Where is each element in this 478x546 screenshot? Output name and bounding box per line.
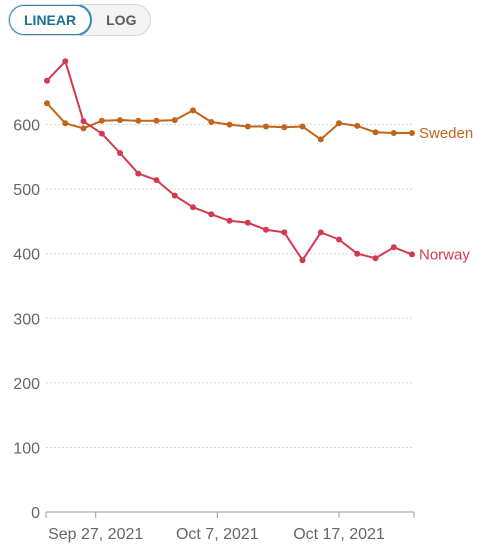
data-point	[409, 130, 415, 136]
y-tick-label-100: 100	[13, 440, 40, 457]
data-point	[244, 219, 251, 226]
data-point	[263, 226, 269, 233]
x-tick-label: Sep 27, 2021	[48, 526, 143, 543]
data-point	[281, 124, 288, 131]
data-point	[281, 229, 288, 236]
data-point	[171, 117, 178, 124]
data-point	[208, 119, 215, 125]
data-point	[263, 123, 269, 130]
data-point	[171, 192, 178, 199]
data-point	[336, 236, 342, 243]
data-point	[62, 120, 69, 127]
data-point	[135, 170, 142, 177]
linear-scale-button[interactable]: LINEAR	[9, 5, 93, 35]
data-point	[409, 251, 415, 258]
data-point	[208, 211, 215, 218]
data-point	[244, 123, 251, 130]
data-point	[98, 130, 105, 137]
x-axis: Sep 27, 2021 Oct 7, 2021 Oct 17, 2021	[45, 511, 415, 543]
data-point	[62, 58, 69, 65]
y-tick-label-300: 300	[13, 311, 40, 328]
data-point	[98, 117, 105, 124]
data-point	[80, 125, 87, 132]
data-point	[226, 217, 233, 224]
data-point	[153, 117, 160, 124]
y-tick-label-0: 0	[31, 505, 40, 522]
data-point	[354, 250, 361, 257]
y-tick-label-200: 200	[13, 376, 40, 393]
y-tick-label-600: 600	[13, 118, 40, 135]
data-point	[117, 150, 123, 156]
data-point	[80, 118, 87, 125]
data-point	[135, 117, 142, 124]
data-point	[226, 121, 233, 128]
data-point	[299, 123, 306, 130]
x-tick-label: Oct 7, 2021	[176, 526, 259, 543]
x-tick-label: Oct 17, 2021	[293, 526, 385, 543]
series-line-norway	[46, 60, 413, 262]
y-axis-ticks: 0 100 200 300 400 500 600	[13, 118, 40, 522]
data-point	[299, 257, 306, 264]
data-point	[336, 120, 342, 127]
series-lines: Sweden Norway	[44, 58, 473, 263]
y-tick-label-500: 500	[13, 182, 40, 199]
data-point	[372, 255, 379, 262]
series-norway: Norway	[44, 58, 470, 263]
data-point	[390, 244, 397, 251]
data-point	[44, 77, 50, 84]
data-point	[372, 129, 379, 136]
series-sweden: Sweden	[44, 100, 473, 143]
log-scale-button[interactable]: LOG	[106, 12, 137, 28]
data-point	[153, 177, 160, 184]
data-point	[190, 107, 196, 114]
data-point	[354, 122, 361, 129]
series-label-sweden: Sweden	[419, 125, 473, 142]
data-point	[190, 204, 196, 211]
series-label-norway: Norway	[419, 246, 470, 263]
gridlines	[46, 124, 414, 448]
scale-toggle: LINEAR LOG	[8, 4, 152, 36]
y-tick-label-400: 400	[13, 247, 40, 264]
data-point	[317, 136, 324, 143]
data-point	[117, 117, 123, 124]
data-point	[44, 100, 50, 107]
data-point	[317, 229, 324, 236]
data-point	[390, 130, 397, 136]
